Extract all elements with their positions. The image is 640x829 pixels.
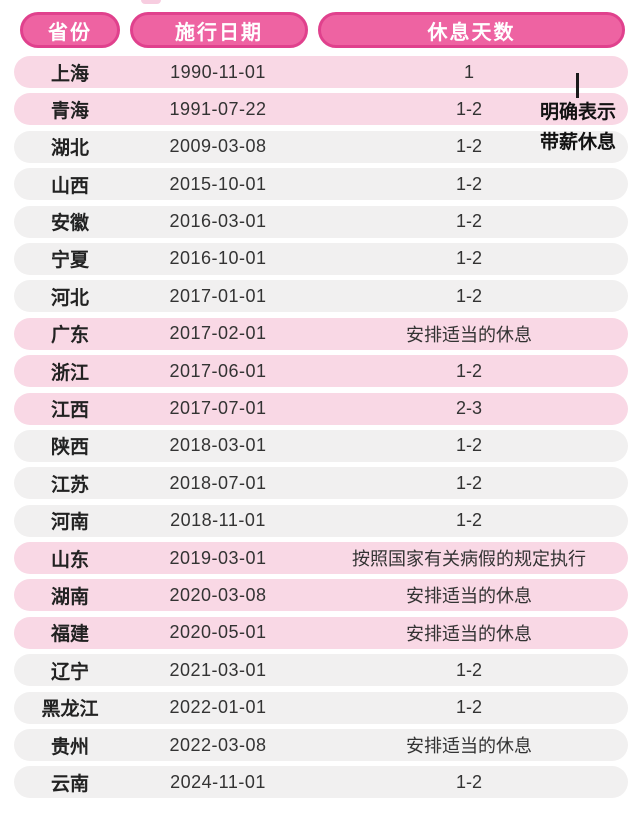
date-cell: 2017-02-01 — [169, 323, 267, 344]
annotation-paid-rest: 明确表示 带薪休息 — [527, 98, 629, 158]
date-cell: 1990-11-01 — [170, 61, 266, 82]
province-cell: 江苏 — [50, 474, 89, 496]
table-row: 陕西 2018-03-01 1-2 — [14, 429, 628, 462]
table-row: 浙江 2017-06-01 1-2 — [14, 355, 628, 388]
date-cell: 1991-07-22 — [169, 98, 267, 119]
rest-days-cell: 2-3 — [455, 398, 482, 419]
table-row: 河北 2017-01-01 1-2 — [14, 280, 628, 313]
table-row: 江西 2017-07-01 2-3 — [14, 392, 628, 425]
province-cell: 云南 — [50, 773, 89, 795]
rest-days-cell: 安排适当的休息 — [406, 324, 532, 345]
annotation-line1: 明确表示 — [539, 102, 616, 123]
rest-days-cell: 1-2 — [455, 248, 482, 269]
annotation-line2: 带薪休息 — [539, 132, 616, 153]
top-decoration — [141, 0, 161, 4]
table-row: 云南 2024-11-01 1-2 — [14, 766, 628, 799]
table-row: 黑龙江 2022-01-01 1-2 — [14, 691, 628, 724]
date-cell: 2019-03-01 — [169, 547, 267, 568]
province-cell: 湖南 — [50, 586, 89, 608]
rest-days-cell: 1 — [463, 61, 474, 82]
province-cell: 贵州 — [50, 736, 89, 758]
province-cell: 辽宁 — [50, 661, 89, 683]
rest-days-table: 上海 1990-11-01 1 青海 1991-07-22 1-2 湖北 200… — [14, 56, 628, 804]
rest-days-cell: 安排适当的休息 — [406, 623, 532, 644]
table-row: 河南 2018-11-01 1-2 — [14, 504, 628, 537]
date-cell: 2017-01-01 — [169, 285, 267, 306]
rest-days-cell: 1-2 — [455, 211, 482, 232]
table-row: 青海 1991-07-22 1-2 — [14, 93, 628, 126]
province-cell: 福建 — [50, 624, 89, 646]
rest-days-cell: 1-2 — [455, 510, 482, 531]
table-row: 辽宁 2021-03-01 1-2 — [14, 654, 628, 687]
table-row: 湖南 2020-03-08 安排适当的休息 — [14, 579, 628, 612]
rest-days-cell: 安排适当的休息 — [406, 586, 532, 607]
date-cell: 2009-03-08 — [169, 136, 267, 157]
date-cell: 2024-11-01 — [170, 771, 266, 792]
rest-days-cell: 1-2 — [455, 697, 482, 718]
date-cell: 2022-03-08 — [169, 734, 267, 755]
table-row: 广东 2017-02-01 安排适当的休息 — [14, 317, 628, 350]
date-cell: 2021-03-01 — [169, 659, 267, 680]
rest-days-cell: 按照国家有关病假的规定执行 — [352, 549, 586, 570]
date-cell: 2016-10-01 — [169, 248, 267, 269]
date-cell: 2022-01-01 — [169, 697, 267, 718]
province-cell: 湖北 — [50, 138, 89, 160]
province-cell: 上海 — [50, 63, 89, 85]
date-cell: 2018-11-01 — [170, 510, 266, 531]
rest-days-cell: 1-2 — [455, 285, 482, 306]
date-cell: 2018-07-01 — [169, 472, 267, 493]
date-cell: 2020-03-08 — [169, 584, 267, 605]
table-row: 江苏 2018-07-01 1-2 — [14, 467, 628, 500]
table-row: 山西 2015-10-01 1-2 — [14, 168, 628, 201]
rest-days-cell: 1-2 — [455, 173, 482, 194]
column-header-rest-days: 休息天数 — [318, 12, 625, 48]
table-row: 湖北 2009-03-08 1-2 — [14, 130, 628, 163]
table-row: 福建 2020-05-01 安排适当的休息 — [14, 616, 628, 649]
rest-days-cell: 安排适当的休息 — [406, 736, 532, 757]
table-row: 上海 1990-11-01 1 — [14, 56, 628, 88]
rest-days-cell: 1-2 — [455, 98, 482, 119]
rest-days-cell: 1-2 — [455, 472, 482, 493]
date-cell: 2017-06-01 — [169, 360, 267, 381]
date-cell: 2020-05-01 — [169, 622, 267, 643]
rest-days-cell: 1-2 — [455, 435, 482, 456]
date-cell: 2016-03-01 — [169, 211, 267, 232]
province-cell: 河北 — [50, 287, 89, 309]
province-cell: 广东 — [50, 325, 89, 347]
province-cell: 山西 — [50, 175, 89, 197]
province-cell: 青海 — [50, 100, 89, 122]
table-row: 安徽 2016-03-01 1-2 — [14, 205, 628, 238]
province-cell: 河南 — [50, 512, 89, 534]
date-cell: 2015-10-01 — [169, 173, 267, 194]
rest-days-cell: 1-2 — [455, 136, 482, 157]
province-cell: 浙江 — [50, 362, 89, 384]
province-cell: 宁夏 — [50, 250, 89, 272]
date-cell: 2018-03-01 — [169, 435, 267, 456]
date-cell: 2017-07-01 — [169, 398, 267, 419]
column-header-province: 省份 — [20, 12, 120, 48]
province-cell: 黑龙江 — [41, 699, 99, 721]
table-row: 宁夏 2016-10-01 1-2 — [14, 242, 628, 275]
table-row: 贵州 2022-03-08 安排适当的休息 — [14, 729, 628, 762]
table-row: 山东 2019-03-01 按照国家有关病假的规定执行 — [14, 542, 628, 575]
province-cell: 安徽 — [50, 213, 89, 235]
province-cell: 江西 — [50, 400, 89, 422]
rest-days-cell: 1-2 — [455, 771, 482, 792]
province-cell: 陕西 — [50, 437, 89, 459]
rest-days-cell: 1-2 — [455, 659, 482, 680]
column-header-date: 施行日期 — [130, 12, 308, 48]
annotation-pointer-line — [576, 73, 579, 98]
province-cell: 山东 — [50, 549, 89, 571]
rest-days-cell: 1-2 — [455, 360, 482, 381]
